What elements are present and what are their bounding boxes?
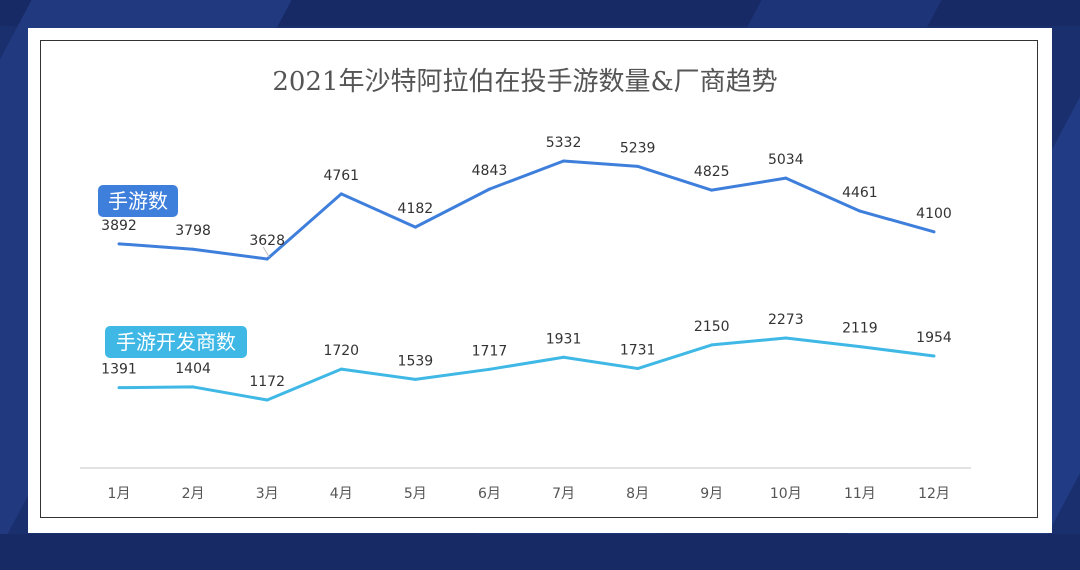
x-tick-label: 9月 — [700, 486, 723, 502]
x-tick-label: 2月 — [182, 486, 205, 502]
data-label: 3628 — [249, 233, 285, 249]
data-point — [636, 164, 640, 168]
data-label: 1717 — [472, 343, 508, 359]
series-group: 1391 1404 1172 1720 1539 1717 1931 1731 2150 2273… — [101, 312, 952, 402]
x-tick-label: 11月 — [844, 486, 876, 502]
data-label: 4843 — [472, 163, 508, 179]
data-label: 1539 — [398, 353, 434, 369]
data-point — [784, 336, 788, 340]
data-label: 4461 — [842, 185, 878, 201]
x-axis-ticks: 1月 2月 3月 4月 5月 6月 7月 8月 9月 10月 11月 12月 — [108, 486, 950, 502]
data-label: 2150 — [694, 319, 730, 335]
data-label: 3892 — [101, 218, 137, 234]
data-label: 5239 — [620, 140, 656, 156]
data-label: 1731 — [620, 343, 656, 359]
data-point — [562, 355, 566, 359]
data-point — [191, 385, 195, 389]
series-group: 3892 3798 3628 4761 4182 4843 5332 5239 4825 5034… — [98, 135, 952, 261]
line-chart: 2021年沙特阿拉伯在投手游数量&厂商趋势 1月 2月 3月 4月 5月 6月 7月 8月 9月… — [80, 67, 971, 502]
data-point — [265, 257, 269, 261]
legend-label: 手游开发商数 — [116, 330, 236, 354]
legend-badge — [98, 185, 178, 217]
data-label: 4100 — [916, 206, 952, 222]
x-tick-label: 5月 — [404, 486, 427, 502]
x-tick-label: 7月 — [552, 486, 575, 502]
data-label: 1954 — [916, 330, 952, 346]
x-tick-label: 1月 — [108, 486, 131, 502]
data-point — [710, 188, 714, 192]
x-tick-label: 6月 — [478, 486, 501, 502]
x-tick-label: 3月 — [256, 486, 279, 502]
data-point — [413, 377, 417, 381]
data-label: 1404 — [175, 361, 211, 377]
data-label: 1172 — [249, 374, 285, 390]
x-tick-label: 10月 — [770, 486, 802, 502]
chart-card: 2021年沙特阿拉伯在投手游数量&厂商趋势 1月 2月 3月 4月 5月 6月 7月 8月 9月… — [28, 28, 1052, 533]
data-label: 1720 — [323, 343, 359, 359]
data-point — [265, 398, 269, 402]
chart-frame — [40, 40, 1038, 518]
data-point — [339, 367, 343, 371]
data-label: 3798 — [175, 223, 211, 239]
data-label: 4761 — [323, 168, 359, 184]
data-point — [487, 367, 491, 371]
series-layer: 3892 3798 3628 4761 4182 4843 5332 5239 4825 5034… — [98, 135, 952, 402]
data-label: 5034 — [768, 152, 804, 168]
data-point — [710, 343, 714, 347]
data-point — [932, 230, 936, 234]
data-point — [858, 209, 862, 213]
background-bottom-band — [0, 534, 1080, 570]
data-point — [117, 242, 121, 246]
x-tick-label: 12月 — [918, 486, 950, 502]
data-point — [413, 225, 417, 229]
data-point — [339, 192, 343, 196]
data-label: 4825 — [694, 164, 730, 180]
data-label: 1931 — [546, 331, 582, 347]
chart-title: 2021年沙特阿拉伯在投手游数量&厂商趋势 — [272, 67, 777, 97]
series-line — [118, 336, 935, 402]
data-label: 2119 — [842, 321, 878, 337]
data-point — [117, 386, 121, 390]
data-point — [562, 159, 566, 163]
data-label: 5332 — [546, 135, 582, 151]
series-line — [118, 159, 935, 261]
data-point — [191, 247, 195, 251]
data-point — [784, 176, 788, 180]
data-point — [932, 354, 936, 358]
legend-badge — [105, 326, 247, 358]
data-point — [858, 345, 862, 349]
legend-label: 手游数 — [108, 189, 168, 213]
data-point — [487, 187, 491, 191]
data-point — [636, 367, 640, 371]
x-tick-label: 4月 — [330, 486, 353, 502]
data-label: 2273 — [768, 312, 804, 328]
data-label: 4182 — [398, 201, 434, 217]
data-label: 1391 — [101, 362, 137, 378]
x-tick-label: 8月 — [626, 486, 649, 502]
label-leader-line — [262, 246, 270, 258]
